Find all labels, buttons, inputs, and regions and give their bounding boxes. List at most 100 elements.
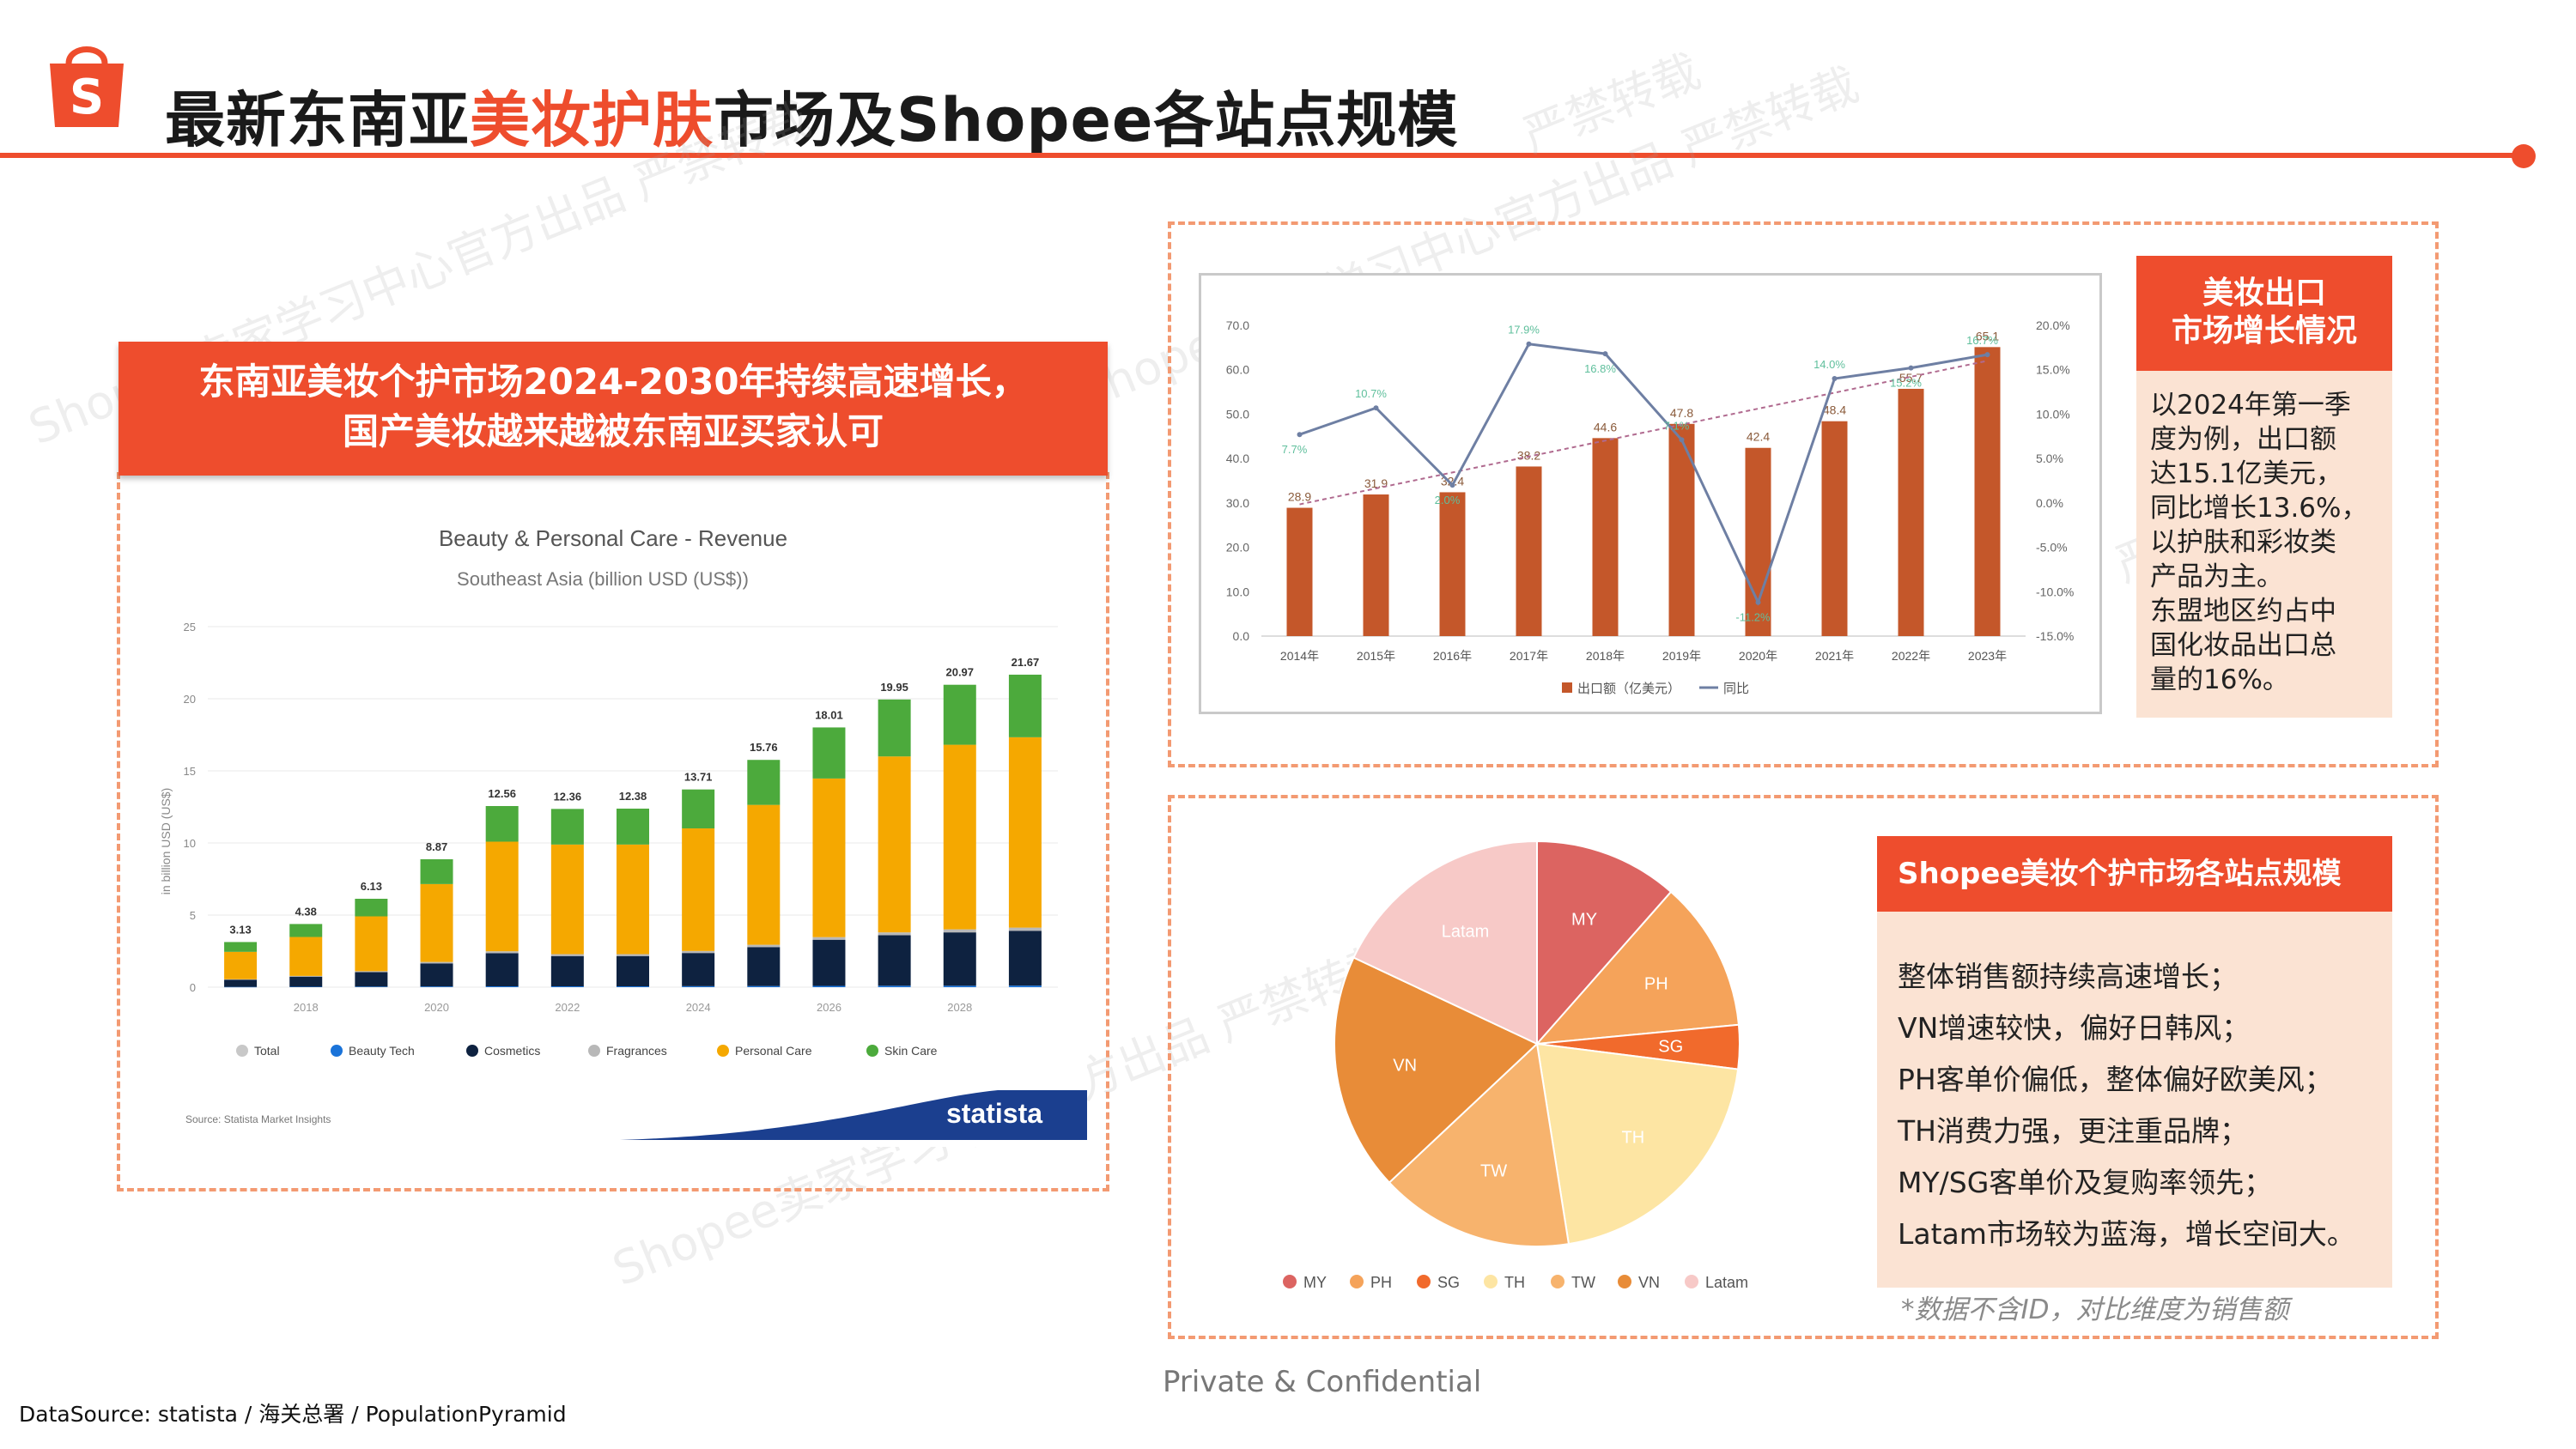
export-y2tick-label: 5.0% (2036, 452, 2063, 465)
site-line: VN增速较快，偏好日韩风； (1898, 1011, 2251, 1045)
export-growth-point (1984, 352, 1990, 358)
revenue-bar-segment (682, 985, 715, 987)
export-y2tick-label: 15.0% (2036, 363, 2070, 377)
revenue-bar-segment (420, 961, 453, 964)
export-panel-frame (1168, 221, 2439, 767)
pie-legend-label: VN (1638, 1274, 1660, 1291)
revenue-bar-segment (355, 899, 388, 917)
revenue-bar-segment (943, 985, 976, 987)
export-growth-point (1602, 351, 1608, 357)
export-xtick-label: 2022年 (1892, 649, 1930, 663)
export-growth-point (1526, 341, 1532, 347)
revenue-legend-swatch (866, 1045, 878, 1057)
revenue-bar-segment (682, 789, 715, 829)
export-growth-line (1299, 343, 1988, 606)
title-rule (0, 153, 2520, 158)
revenue-xtick-label: 2020 (424, 1001, 449, 1014)
legend-line-label: 同比 (1723, 681, 1749, 696)
revenue-legend-label: Skin Care (884, 1044, 938, 1058)
revenue-bar-segment (617, 954, 649, 956)
site-note: *数据不含ID，对比维度为销售额 (1901, 1294, 2289, 1325)
revenue-bar-segment (812, 778, 846, 937)
export-bar-label: 55.7 (1899, 371, 1923, 385)
revenue-bar-segment (550, 955, 584, 986)
export-trendline (1299, 360, 1988, 506)
revenue-total-label: 12.56 (488, 787, 516, 800)
revenue-bar-segment (682, 953, 715, 986)
shopee-logo: S (50, 46, 124, 127)
revenue-bar-segment (485, 985, 519, 987)
logo-letter: S (70, 70, 104, 125)
export-y2tick-label: -10.0% (2036, 585, 2074, 598)
export-growth-point (1449, 482, 1455, 488)
export-growth-label: 14.0% (1814, 358, 1845, 371)
pie-legend-swatch (1618, 1275, 1631, 1288)
banner-line-2: 国产美妆越来越被东南亚买家认可 (342, 410, 884, 452)
watermark: 严禁转载 (1515, 44, 1708, 164)
revenue-ytick-label: 10 (184, 837, 196, 850)
site-pie-svg: MY PH SG TH TW VN Latam MY PH SG TH TW VN Latam (1283, 840, 1748, 1291)
export-y2tick-label: -5.0% (2036, 541, 2068, 555)
export-growth-label: 16.7% (1966, 334, 1998, 347)
revenue-bar-segment (812, 985, 846, 987)
revenue-legend-label: Personal Care (735, 1044, 812, 1058)
revenue-total-label: 18.01 (815, 708, 843, 721)
revenue-bar-segment (878, 935, 911, 986)
revenue-bar-segment (1008, 927, 1042, 931)
export-body-line: 以护肤和彩妆类 (2150, 527, 2336, 558)
revenue-bar-segment (420, 883, 453, 962)
export-bar-label: 42.4 (1747, 430, 1770, 444)
pie-legend-swatch (1350, 1275, 1364, 1288)
revenue-bar-segment (812, 937, 846, 940)
site-line: Latam市场较为蓝海，增长空间大。 (1898, 1217, 2355, 1251)
export-bar-label: 44.6 (1594, 420, 1617, 433)
export-xtick-label: 2019年 (1662, 649, 1701, 663)
revenue-bar-segment (617, 985, 649, 987)
pie-slice (1535, 1042, 1740, 1246)
revenue-bar-segment (289, 937, 323, 976)
revenue-bar-segment (943, 744, 976, 930)
export-xtick-label: 2020年 (1739, 649, 1777, 663)
export-ytick-label: 20.0 (1226, 541, 1249, 555)
site-body: 整体销售额持续高速增长； VN增速较快，偏好日韩风； PH客单价偏低，整体偏好欧… (1877, 912, 2392, 1288)
export-bar-label: 65.1 (1976, 329, 1999, 343)
export-growth-point (1679, 437, 1685, 443)
export-body-line: 同比增长13.6%， (2150, 493, 2368, 524)
export-xtick-label: 2023年 (1968, 649, 2007, 663)
export-bar (1363, 494, 1389, 636)
export-bar (1898, 388, 1924, 636)
revenue-chart-subtitle: Southeast Asia (billion USD (US$)) (457, 568, 749, 590)
revenue-chart-ylabel: in billion USD (US$) (159, 788, 173, 894)
revenue-bar-segment (682, 950, 715, 954)
pie-slice-label: PH (1644, 974, 1668, 993)
revenue-bar-segment (550, 809, 584, 845)
title-highlight: 美妆护肤 (470, 85, 714, 155)
export-body-line: 度为例，出口额 (2150, 424, 2336, 455)
pie-legend-swatch (1417, 1275, 1431, 1288)
revenue-total-label: 15.76 (750, 741, 778, 754)
revenue-bar-segment (550, 844, 584, 955)
revenue-ytick-label: 25 (184, 621, 196, 634)
export-xtick-label: 2015年 (1357, 649, 1395, 663)
pie-legend-label: PH (1370, 1274, 1392, 1291)
export-bar (1974, 347, 2001, 636)
pie-slice (1534, 890, 1741, 1046)
revenue-bar-segment (943, 684, 976, 745)
export-growth-label: 10.7% (1355, 387, 1387, 400)
export-growth-label: 17.9% (1508, 324, 1540, 336)
export-growth-point (1755, 599, 1761, 605)
revenue-xtick-label: 2018 (294, 1001, 319, 1014)
page-title: 最新东南亚美妆护肤市场及Shopee各站点规模 (165, 72, 1458, 159)
private-confidential: Private & Confidential (1163, 1365, 1482, 1399)
revenue-bar-segment (224, 979, 258, 987)
export-body-line: 量的16%。 (2150, 664, 2289, 695)
export-y2tick-label: 10.0% (2036, 407, 2070, 421)
revenue-bar-segment (812, 727, 846, 779)
site-panel-frame (1168, 795, 2439, 1339)
revenue-bar-segment (747, 944, 781, 948)
revenue-bar-segment (943, 932, 976, 986)
export-growth-point (1297, 432, 1303, 438)
revenue-bar-segment (289, 975, 323, 977)
revenue-bar-segment (485, 841, 519, 952)
revenue-ytick-label: 0 (190, 981, 196, 994)
